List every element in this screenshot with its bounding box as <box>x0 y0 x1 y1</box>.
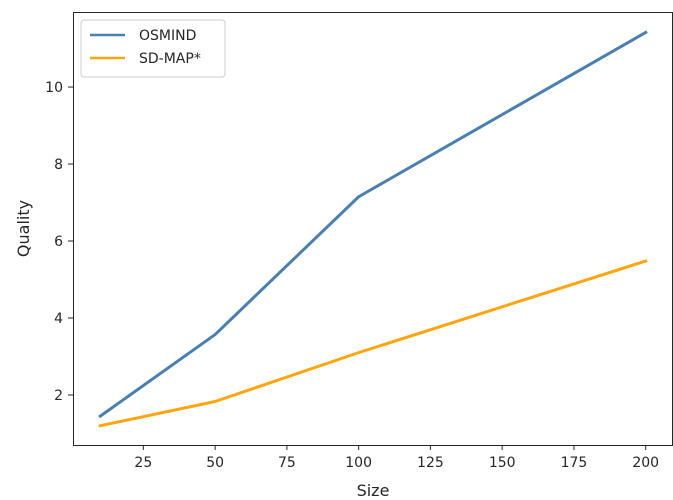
x-tick-label: 100 <box>345 455 372 471</box>
y-tick-label: 10 <box>45 80 63 96</box>
y-tick-label: 8 <box>54 157 63 173</box>
y-tick-label: 2 <box>54 388 63 404</box>
x-axis-label: Size <box>357 481 390 500</box>
x-tick-label: 75 <box>278 455 296 471</box>
legend-label-sd-map: SD-MAP* <box>139 51 201 67</box>
x-tick-label: 200 <box>632 455 659 471</box>
legend: OSMIND SD-MAP* <box>80 19 226 78</box>
series-layer <box>98 30 648 428</box>
x-tick-label: 50 <box>206 455 224 471</box>
series-line-osmind <box>98 30 648 419</box>
series-line-sd-map <box>98 259 648 428</box>
legend-label-osmind: OSMIND <box>139 28 196 44</box>
x-tick-label: 175 <box>561 455 588 471</box>
x-tick-label: 25 <box>134 455 152 471</box>
x-axis: 25 50 75 100 125 150 175 200 <box>134 445 659 471</box>
y-axis-label: Quality <box>14 200 33 257</box>
x-tick-label: 150 <box>489 455 516 471</box>
y-tick-label: 6 <box>54 234 63 250</box>
y-tick-label: 4 <box>54 311 63 327</box>
y-axis: 2 4 6 8 10 <box>45 80 73 404</box>
x-tick-label: 125 <box>417 455 444 471</box>
